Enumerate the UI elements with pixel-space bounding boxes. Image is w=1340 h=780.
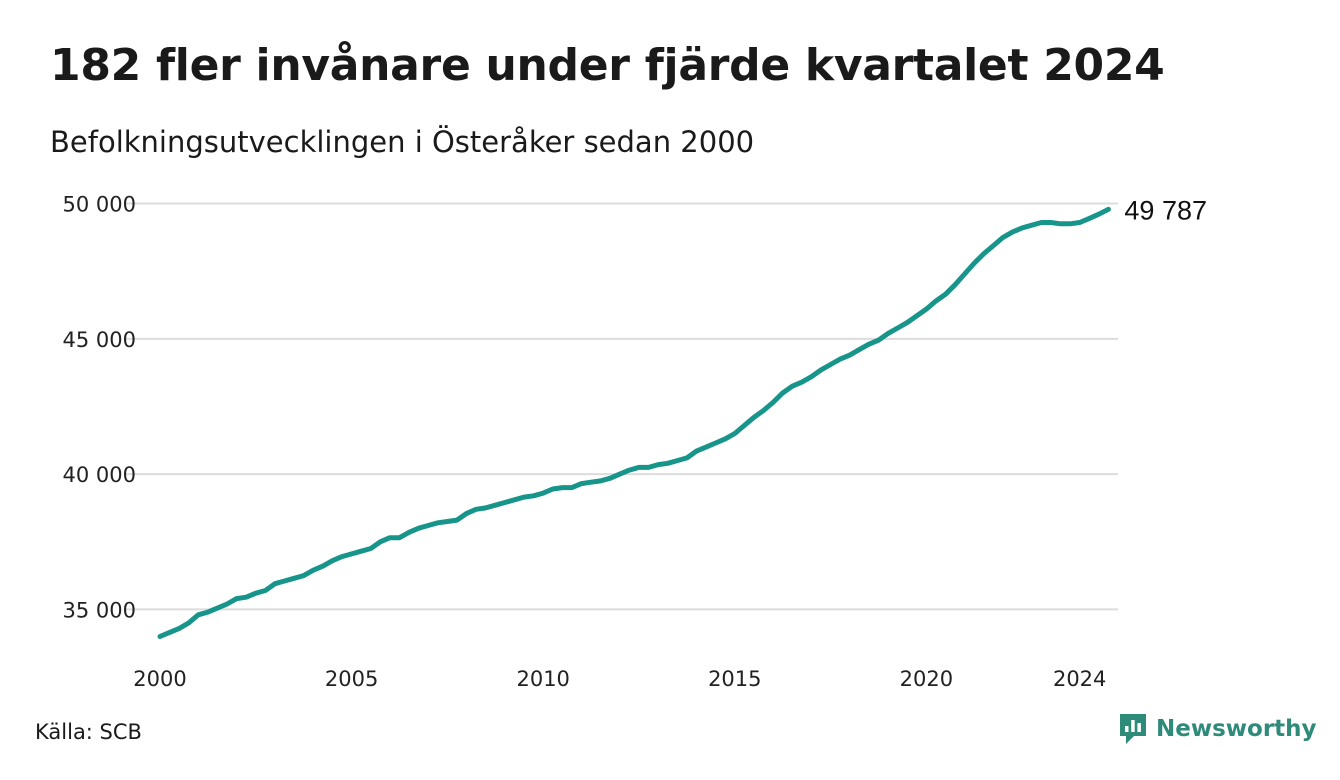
newsworthy-logo-icon — [1120, 714, 1146, 744]
x-tick-label: 2015 — [708, 667, 761, 691]
x-tick-label: 2024 — [1053, 667, 1106, 691]
chart-title: 182 fler invånare under fjärde kvartalet… — [50, 40, 1165, 91]
end-value-label: 49 787 — [1124, 195, 1207, 225]
y-tick-label: 50 000 — [63, 193, 136, 217]
x-axis-ticks: 2000 2005 2010 2015 2020 2024 — [133, 667, 1106, 691]
y-axis-ticks: 35 000 40 000 45 000 50 000 — [63, 193, 136, 623]
y-tick-label: 45 000 — [63, 328, 136, 352]
line-chart: 35 000 40 000 45 000 50 000 2000 2005 2010 201… — [63, 193, 1207, 691]
brand-logo[interactable]: Newsworthy — [1118, 712, 1317, 746]
gridlines — [125, 202, 1118, 611]
brand-name: Newsworthy — [1156, 716, 1317, 742]
chart-subtitle: Befolkningsutvecklingen i Österåker seda… — [50, 125, 755, 159]
x-tick-label: 2000 — [133, 667, 186, 691]
source-note: Källa: SCB — [35, 720, 142, 744]
y-tick-label: 35 000 — [63, 598, 136, 622]
y-tick-label: 40 000 — [63, 463, 136, 487]
x-tick-label: 2010 — [516, 667, 569, 691]
x-tick-label: 2020 — [900, 667, 953, 691]
x-tick-label: 2005 — [325, 667, 378, 691]
series-line — [157, 206, 1111, 639]
series-layer — [157, 206, 1111, 639]
